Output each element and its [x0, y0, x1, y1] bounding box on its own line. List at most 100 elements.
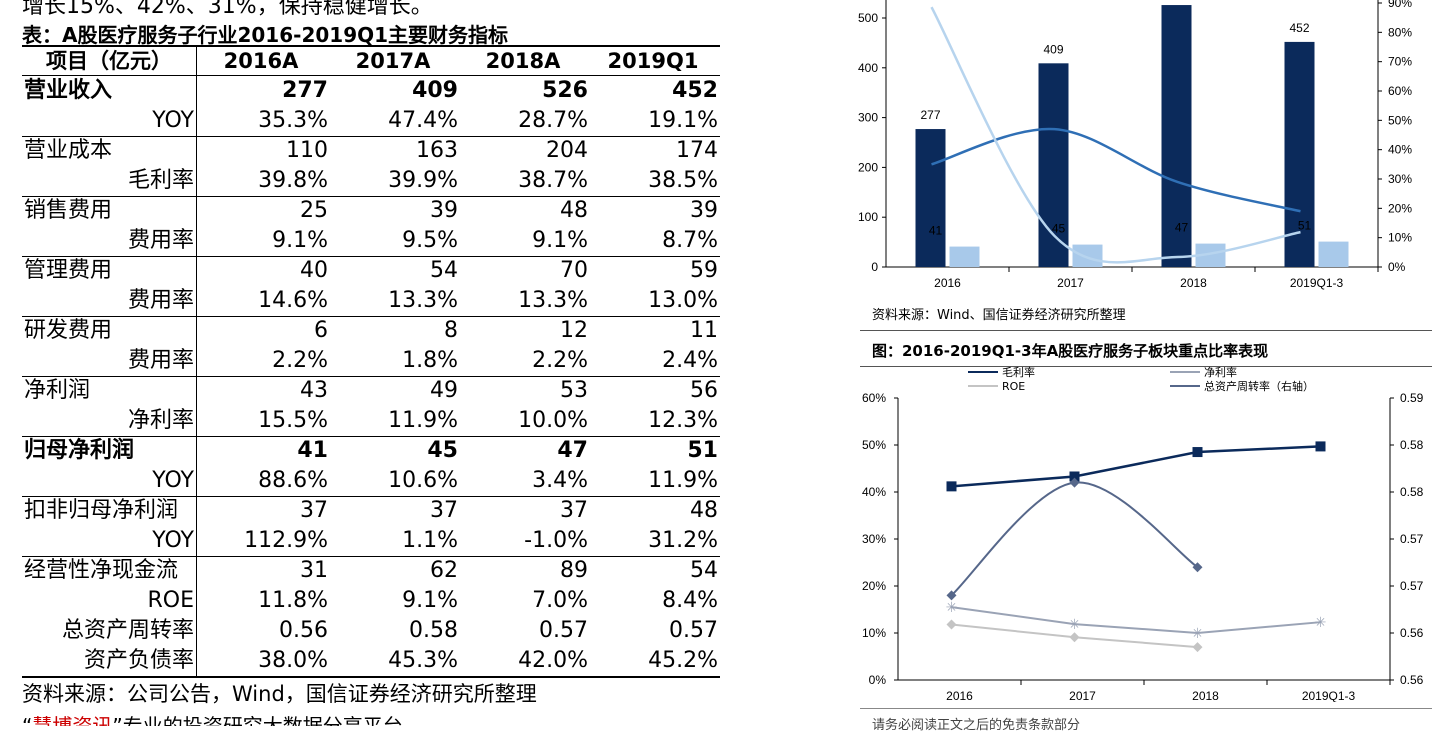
- table-row: 研发费用 6 8 12 11: [22, 316, 720, 346]
- x-tick-label: 2017: [1057, 276, 1084, 290]
- y-tick-label: 60%: [862, 391, 886, 405]
- row-label: 净利率: [127, 408, 194, 433]
- row-value: 48: [690, 498, 718, 523]
- table-row: 净利率 15.5% 11.9% 10.0% 12.3%: [22, 406, 720, 436]
- y2-tick-label: 0.58: [1400, 438, 1424, 452]
- row-value: 14.6%: [258, 288, 328, 313]
- group-rule: [22, 436, 720, 437]
- x-tick-label: 2017: [1069, 689, 1096, 702]
- row-value: 0.57: [539, 618, 588, 643]
- table-row: YOY 35.3% 47.4% 28.7% 19.1%: [22, 106, 720, 136]
- row-value: 1.1%: [402, 528, 458, 553]
- y-tick-label: 30%: [862, 532, 886, 546]
- row-label: 毛利率: [127, 168, 194, 193]
- row-value: 25: [300, 198, 328, 223]
- legend-label: ROE: [1002, 380, 1025, 393]
- series-marker-square: [1069, 471, 1080, 482]
- row-value: 38.5%: [648, 168, 718, 193]
- series-marker-diamond: [946, 590, 957, 601]
- row-value: 13.3%: [388, 288, 458, 313]
- profit-yoy-line: [930, 6, 1301, 264]
- table-row: ROE 11.8% 9.1% 7.0% 8.4%: [22, 586, 720, 616]
- row-label: 营业成本: [24, 138, 113, 163]
- row-value: 45.2%: [648, 648, 718, 673]
- row-value: 59: [690, 258, 718, 283]
- y-tick-label: 40%: [862, 485, 886, 499]
- table-row: 扣非归母净利润 37 37 37 48: [22, 496, 720, 526]
- row-value: -1.0%: [524, 528, 588, 553]
- row-value: 8.7%: [662, 228, 718, 253]
- table-row: YOY 112.9% 1.1% -1.0% 31.2%: [22, 526, 720, 556]
- y-tick-label: 50%: [862, 438, 886, 452]
- table-row: 净利润 43 49 53 56: [22, 376, 720, 406]
- y2-tick-label: 50%: [1388, 113, 1412, 127]
- row-label: 归母净利润: [24, 438, 135, 463]
- row-value: 204: [546, 138, 588, 163]
- row-value: 6: [314, 318, 328, 343]
- row-value: 2.4%: [662, 348, 718, 373]
- revenue-bar: [915, 129, 946, 267]
- y-tick-label: 0: [871, 260, 878, 274]
- series-marker-square: [946, 481, 957, 492]
- profit-bar-label: 47: [1175, 221, 1189, 235]
- row-label: 销售费用: [24, 198, 113, 223]
- y-tick-label: 400: [858, 61, 878, 75]
- row-value: 11.8%: [258, 588, 328, 613]
- row-value: 526: [542, 78, 588, 103]
- series-marker-diamond: [1192, 562, 1203, 573]
- table-header-rule: [22, 75, 720, 76]
- table-row: 销售费用 25 39 48 39: [22, 196, 720, 226]
- row-value: 56: [690, 378, 718, 403]
- series-line-3: [950, 481, 1199, 597]
- revenue-bar: [1161, 5, 1192, 267]
- row-value: 11.9%: [388, 408, 458, 433]
- row-value: 39: [430, 198, 458, 223]
- y2-tick-label: 40%: [1388, 143, 1412, 157]
- row-value: 70: [560, 258, 588, 283]
- row-label: 经营性净现金流: [24, 558, 179, 583]
- table-row: 管理费用 40 54 70 59: [22, 256, 720, 286]
- y2-tick-label: 0.57: [1400, 532, 1424, 546]
- group-rule: [22, 556, 720, 557]
- row-value: 409: [412, 78, 458, 103]
- ratio-chart: 0% 10% 20% 30% 40% 50% 60% 0.56 0.56 0.57 0.57 0.58…: [862, 365, 1424, 702]
- row-value: 49: [430, 378, 458, 403]
- row-value: 38.0%: [258, 648, 328, 673]
- bottom-note-link[interactable]: 慧博资讯: [32, 714, 113, 726]
- row-value: 15.5%: [258, 408, 328, 433]
- series-line-1: [951, 606, 1321, 635]
- table-row: 营业收入 277 409 526 452: [22, 76, 720, 106]
- row-value: 0.57: [669, 618, 718, 643]
- row-label: 研发费用: [24, 318, 113, 343]
- group-rule: [22, 256, 720, 257]
- table-row: 费用率 14.6% 13.3% 13.3% 13.0%: [22, 286, 720, 316]
- table-row: 归母净利润 41 45 47 51: [22, 436, 720, 466]
- y-tick-label: 200: [858, 160, 878, 174]
- profit-bar-label: 51: [1298, 219, 1312, 233]
- row-value: 9.5%: [402, 228, 458, 253]
- row-value: 2.2%: [532, 348, 588, 373]
- row-value: 11: [690, 318, 718, 343]
- table-header-row: 项目（亿元） 2016A 2017A 2018A 2019Q1: [22, 46, 720, 76]
- series-marker-star: ✳: [946, 600, 958, 616]
- bottom-note: “慧博资讯”专业的投资研究大数据分享平台: [22, 710, 403, 726]
- row-value: 40: [300, 258, 328, 283]
- x-tick-label: 2019Q1-3: [1290, 276, 1344, 290]
- financial-table-panel: 增长15%、42%、31%，保持稳健增长。 表：A股医疗服务子行业2016-20…: [22, 0, 720, 726]
- y-tick-label: 20%: [862, 579, 886, 593]
- revenue-bar: [1284, 41, 1315, 268]
- row-value: 7.0%: [532, 588, 588, 613]
- group-rule: [22, 496, 720, 497]
- row-value: 41: [297, 438, 328, 463]
- table-row: 资产负债率 38.0% 45.3% 42.0% 45.2%: [22, 646, 720, 676]
- profit-bar: [1318, 241, 1349, 267]
- revenue-bar-label: 452: [1289, 21, 1309, 35]
- table-row: YOY 88.6% 10.6% 3.4% 11.9%: [22, 466, 720, 496]
- row-value: 19.1%: [648, 108, 718, 133]
- legend-label: 总资产周转率（右轴）: [1204, 379, 1314, 393]
- table-row: 毛利率 39.8% 39.9% 38.7% 38.5%: [22, 166, 720, 196]
- y2-tick-label: 0%: [1388, 260, 1406, 274]
- row-value: 10.0%: [518, 408, 588, 433]
- row-value: 48: [560, 198, 588, 223]
- revenue-yoy-line: [931, 127, 1301, 213]
